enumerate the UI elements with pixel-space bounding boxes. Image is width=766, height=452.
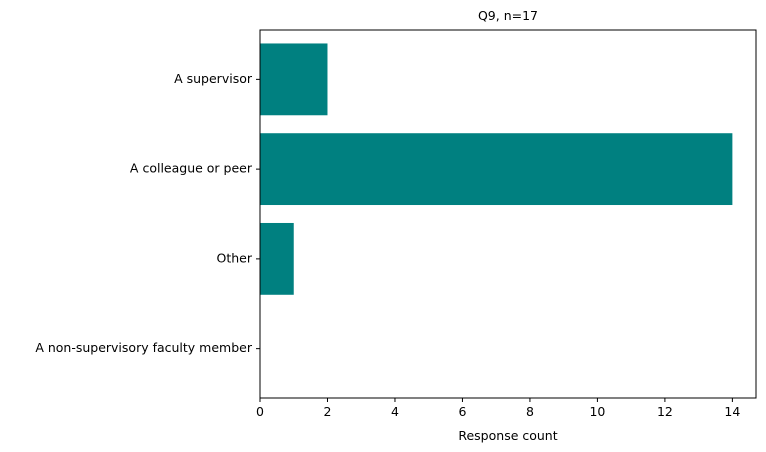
y-tick-label: A supervisor <box>174 71 253 86</box>
x-tick-label: 4 <box>391 404 399 419</box>
x-tick-label: 8 <box>526 404 534 419</box>
y-tick-label: Other <box>217 250 253 265</box>
x-tick-label: 0 <box>256 404 264 419</box>
bar-other <box>260 222 294 295</box>
x-axis-label: Response count <box>458 428 557 443</box>
x-tick-label: 12 <box>657 404 673 419</box>
bars-group <box>260 43 733 295</box>
y-tick-label: A colleague or peer <box>130 161 253 176</box>
bar-a-supervisor <box>260 43 328 116</box>
y-tick-label: A non-supervisory faculty member <box>35 340 253 355</box>
x-tick-label: 14 <box>724 404 740 419</box>
bar-a-colleague-or-peer <box>260 133 733 206</box>
plot-frame <box>259 29 757 399</box>
x-tick-label: 10 <box>589 404 605 419</box>
x-tick-label: 6 <box>458 404 466 419</box>
y-axis: A supervisor A colleague or peer Other A no… <box>35 71 260 355</box>
x-tick-label: 2 <box>324 404 332 419</box>
chart-title: Q9, n=17 <box>478 8 538 23</box>
x-axis: 0 2 4 6 8 10 12 14 <box>256 398 740 419</box>
